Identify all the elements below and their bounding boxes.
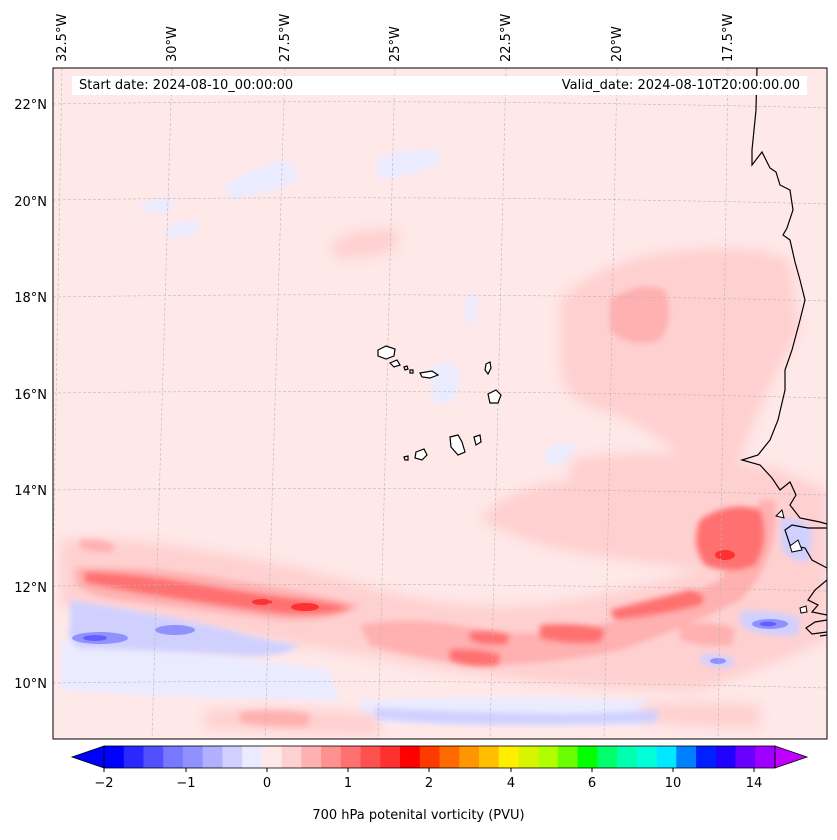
colorbar-swatch (735, 746, 756, 768)
island-sal (484, 361, 492, 376)
colorbar-swatch (360, 746, 381, 768)
colorbar-tick-label: 6 (588, 776, 596, 791)
cape-verde-islands (377, 345, 502, 461)
colorbar-swatch (597, 746, 618, 768)
colorbar-extend-max (774, 745, 809, 769)
colorbar-swatch (696, 746, 717, 768)
colorbar-extend-min (70, 745, 105, 769)
date-info-box: Start date: 2024-08-10_00:00:00 Valid_da… (72, 76, 807, 95)
colorbar-swatch (340, 746, 361, 768)
island-brava (403, 455, 409, 461)
colorbar-tick-label: 10 (665, 776, 682, 791)
colorbar-swatch (123, 746, 144, 768)
lat-label: 20°N (14, 195, 47, 210)
lon-label: 17.5°W (721, 14, 736, 62)
colorbar-swatch (715, 746, 736, 768)
colorbar-swatch (419, 746, 440, 768)
positive-peaks (252, 550, 735, 611)
colorbar-swatch (755, 746, 776, 768)
colorbar-swatch (676, 746, 697, 768)
colorbar-swatch (182, 746, 204, 768)
colorbar-tick-label: −2 (94, 776, 113, 791)
island-santiago (449, 434, 466, 456)
lat-label: 12°N (14, 581, 47, 596)
colorbar-swatch (538, 746, 559, 768)
valid-date-text: Valid_date: 2024-08-10T20:00:00.00 (561, 78, 800, 93)
colorbar-tick-label: 1 (344, 776, 352, 791)
bissagos-island (799, 605, 808, 614)
island-maio (473, 434, 482, 446)
colorbar-tick-label: 2 (425, 776, 433, 791)
positive-core (85, 506, 764, 666)
colorbar-swatch (439, 746, 460, 768)
colorbar-swatch (617, 746, 638, 768)
colorbar-tick-label: −1 (176, 776, 195, 791)
lon-label: 27.5°W (278, 14, 293, 62)
colorbar-swatch (281, 746, 302, 768)
colorbar-swatch (498, 746, 519, 768)
island-santo-antao (377, 345, 396, 360)
colorbar-swatch (321, 746, 342, 768)
lat-label: 16°N (14, 388, 47, 403)
colorbar-swatch (222, 746, 243, 768)
island-sao-vicente (388, 359, 401, 368)
colorbar-swatch (242, 746, 263, 768)
latitude-labels: 22°N 20°N 18°N 16°N 14°N 12°N 10°N (14, 98, 47, 692)
island-sao-nicolau (419, 370, 440, 379)
coastline-gambia-guinea (784, 524, 827, 637)
lon-label: 22.5°W (499, 14, 514, 62)
island-santa-luzia (403, 365, 409, 371)
colorbar-swatch (557, 746, 579, 768)
lat-label: 18°N (14, 291, 47, 306)
map-frame (52, 67, 828, 740)
negative-peaks (83, 621, 776, 641)
colorbar-swatch (577, 746, 598, 768)
island-boa-vista (487, 389, 502, 404)
colorbar-swatch (104, 746, 125, 768)
colorbar-tick-label: 14 (746, 776, 763, 791)
colorbar-swatch (301, 746, 322, 768)
colorbar-swatch (478, 746, 500, 768)
island-branco (409, 369, 414, 374)
gridlines (53, 68, 827, 739)
lon-label: 20°W (610, 26, 625, 62)
colorbar-swatch (163, 746, 184, 768)
lat-label: 22°N (14, 98, 47, 113)
colorbar-swatch (656, 746, 677, 768)
casamance (789, 539, 803, 553)
colorbar-swatch (459, 746, 480, 768)
gambia-estuary (775, 509, 785, 519)
colorbar-swatch (636, 746, 657, 768)
colorbar-swatch (380, 746, 401, 768)
colorbar-tick-label: 4 (507, 776, 515, 791)
colorbar-tick-label: 0 (263, 776, 271, 791)
coastline-west-africa (739, 68, 827, 525)
colorbar-swatch (202, 746, 223, 768)
lat-label: 10°N (14, 677, 47, 692)
lon-label: 25°W (388, 26, 403, 62)
colorbar-swatch (518, 746, 539, 768)
colorbar-label: 700 hPa potenital vorticity (PVU) (312, 808, 525, 823)
colorbar-swatch (143, 746, 164, 768)
start-date-text: Start date: 2024-08-10_00:00:00 (79, 78, 294, 93)
lat-label: 14°N (14, 484, 47, 499)
lon-label: 32.5°W (55, 14, 70, 62)
longitude-labels: 32.5°W 30°W 27.5°W 25°W 22.5°W 20°W 17.5… (55, 14, 736, 62)
colorbar-swatch (261, 746, 283, 768)
colorbar-swatches (104, 746, 776, 768)
island-fogo (414, 448, 428, 461)
lon-label: 30°W (165, 26, 180, 62)
colorbar: −2 −1 0 1 2 4 6 10 14 (70, 745, 809, 791)
colorbar-ticks: −2 −1 0 1 2 4 6 10 14 (94, 768, 762, 791)
pv-field (53, 68, 827, 739)
colorbar-swatch (400, 746, 421, 768)
colorbar-outline (103, 745, 776, 769)
